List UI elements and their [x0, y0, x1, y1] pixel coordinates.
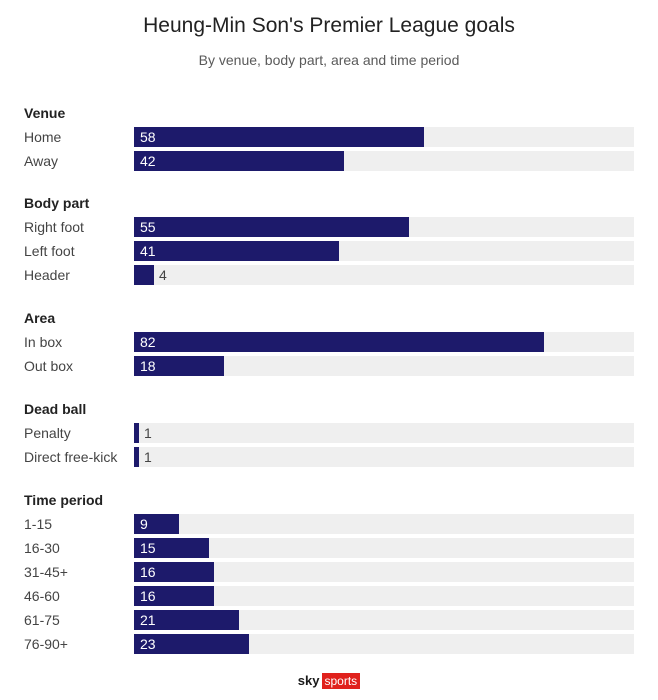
- bar: [134, 127, 424, 147]
- bar: [134, 447, 139, 467]
- bar-row: 31-45+ 16: [0, 562, 658, 582]
- category-label: 61-75: [24, 612, 60, 628]
- bar-row: Out box 18: [0, 356, 658, 376]
- logo-sky-text: sky: [297, 673, 320, 688]
- bar-track: 1: [134, 423, 634, 443]
- bar-row: Home 58: [0, 127, 658, 147]
- bar: [134, 265, 154, 285]
- bar-row: 61-75 21: [0, 610, 658, 630]
- bar-track: 23: [134, 634, 634, 654]
- sky-sports-logo: sky sports: [0, 673, 658, 689]
- category-label: Right foot: [24, 219, 84, 235]
- bar-row: 46-60 16: [0, 586, 658, 606]
- category-label: 76-90+: [24, 636, 68, 652]
- bar-track: 42: [134, 151, 634, 171]
- group-title: Venue: [24, 105, 66, 121]
- bar-track: 21: [134, 610, 634, 630]
- value-label: 15: [140, 540, 156, 556]
- bar-track: 9: [134, 514, 634, 534]
- bar-row: Right foot 55: [0, 217, 658, 237]
- bar: [134, 634, 249, 654]
- logo-sports-text: sports: [321, 673, 361, 689]
- value-label: 55: [140, 219, 156, 235]
- category-label: Home: [24, 129, 62, 145]
- bar-row: Penalty 1: [0, 423, 658, 443]
- bar: [134, 514, 179, 534]
- bar-track: 15: [134, 538, 634, 558]
- value-label: 1: [144, 425, 152, 441]
- bar: [134, 151, 344, 171]
- group-title: Time period: [24, 492, 104, 508]
- bar: [134, 610, 239, 630]
- value-label: 4: [159, 267, 167, 283]
- bar-row: Away 42: [0, 151, 658, 171]
- bar-row: Header 4: [0, 265, 658, 285]
- bar: [134, 241, 339, 261]
- bar-track: 16: [134, 562, 634, 582]
- value-label: 1: [144, 449, 152, 465]
- bar-row: Left foot 41: [0, 241, 658, 261]
- category-label: Out box: [24, 358, 74, 374]
- bar-track: 4: [134, 265, 634, 285]
- value-label: 21: [140, 612, 156, 628]
- bar: [134, 423, 139, 443]
- bar-track: 16: [134, 586, 634, 606]
- bar-row: In box 82: [0, 332, 658, 352]
- group-title: Dead ball: [24, 401, 87, 417]
- bar-track: 41: [134, 241, 634, 261]
- category-label: 1-15: [24, 516, 53, 532]
- value-label: 23: [140, 636, 156, 652]
- bar-row: Direct free-kick 1: [0, 447, 658, 467]
- chart-subtitle: By venue, body part, area and time perio…: [198, 52, 460, 68]
- value-label: 16: [140, 588, 156, 604]
- bar-track: 58: [134, 127, 634, 147]
- bar-track: 18: [134, 356, 634, 376]
- bar: [134, 586, 214, 606]
- category-label: 31-45+: [24, 564, 68, 580]
- bar-track: 55: [134, 217, 634, 237]
- bar: [134, 356, 224, 376]
- value-label: 42: [140, 153, 156, 169]
- group-title: Body part: [24, 195, 90, 211]
- value-label: 18: [140, 358, 156, 374]
- value-label: 41: [140, 243, 156, 259]
- value-label: 82: [140, 334, 156, 350]
- bar: [134, 217, 409, 237]
- category-label: Direct free-kick: [24, 449, 118, 465]
- chart-title: Heung-Min Son's Premier League goals: [143, 14, 515, 37]
- bar: [134, 562, 214, 582]
- category-label: 46-60: [24, 588, 60, 604]
- category-label: Penalty: [24, 425, 71, 441]
- value-label: 58: [140, 129, 156, 145]
- bar: [134, 538, 209, 558]
- bar: [134, 332, 544, 352]
- bar-row: 76-90+ 23: [0, 634, 658, 654]
- category-label: Left foot: [24, 243, 75, 259]
- category-label: Away: [24, 153, 58, 169]
- category-label: In box: [24, 334, 63, 350]
- bar-track: 1: [134, 447, 634, 467]
- bar-track: 82: [134, 332, 634, 352]
- group-title: Area: [24, 310, 56, 326]
- bar-row: 16-30 15: [0, 538, 658, 558]
- value-label: 9: [140, 516, 148, 532]
- value-label: 16: [140, 564, 156, 580]
- category-label: 16-30: [24, 540, 60, 556]
- bar-row: 1-15 9: [0, 514, 658, 534]
- category-label: Header: [24, 267, 70, 283]
